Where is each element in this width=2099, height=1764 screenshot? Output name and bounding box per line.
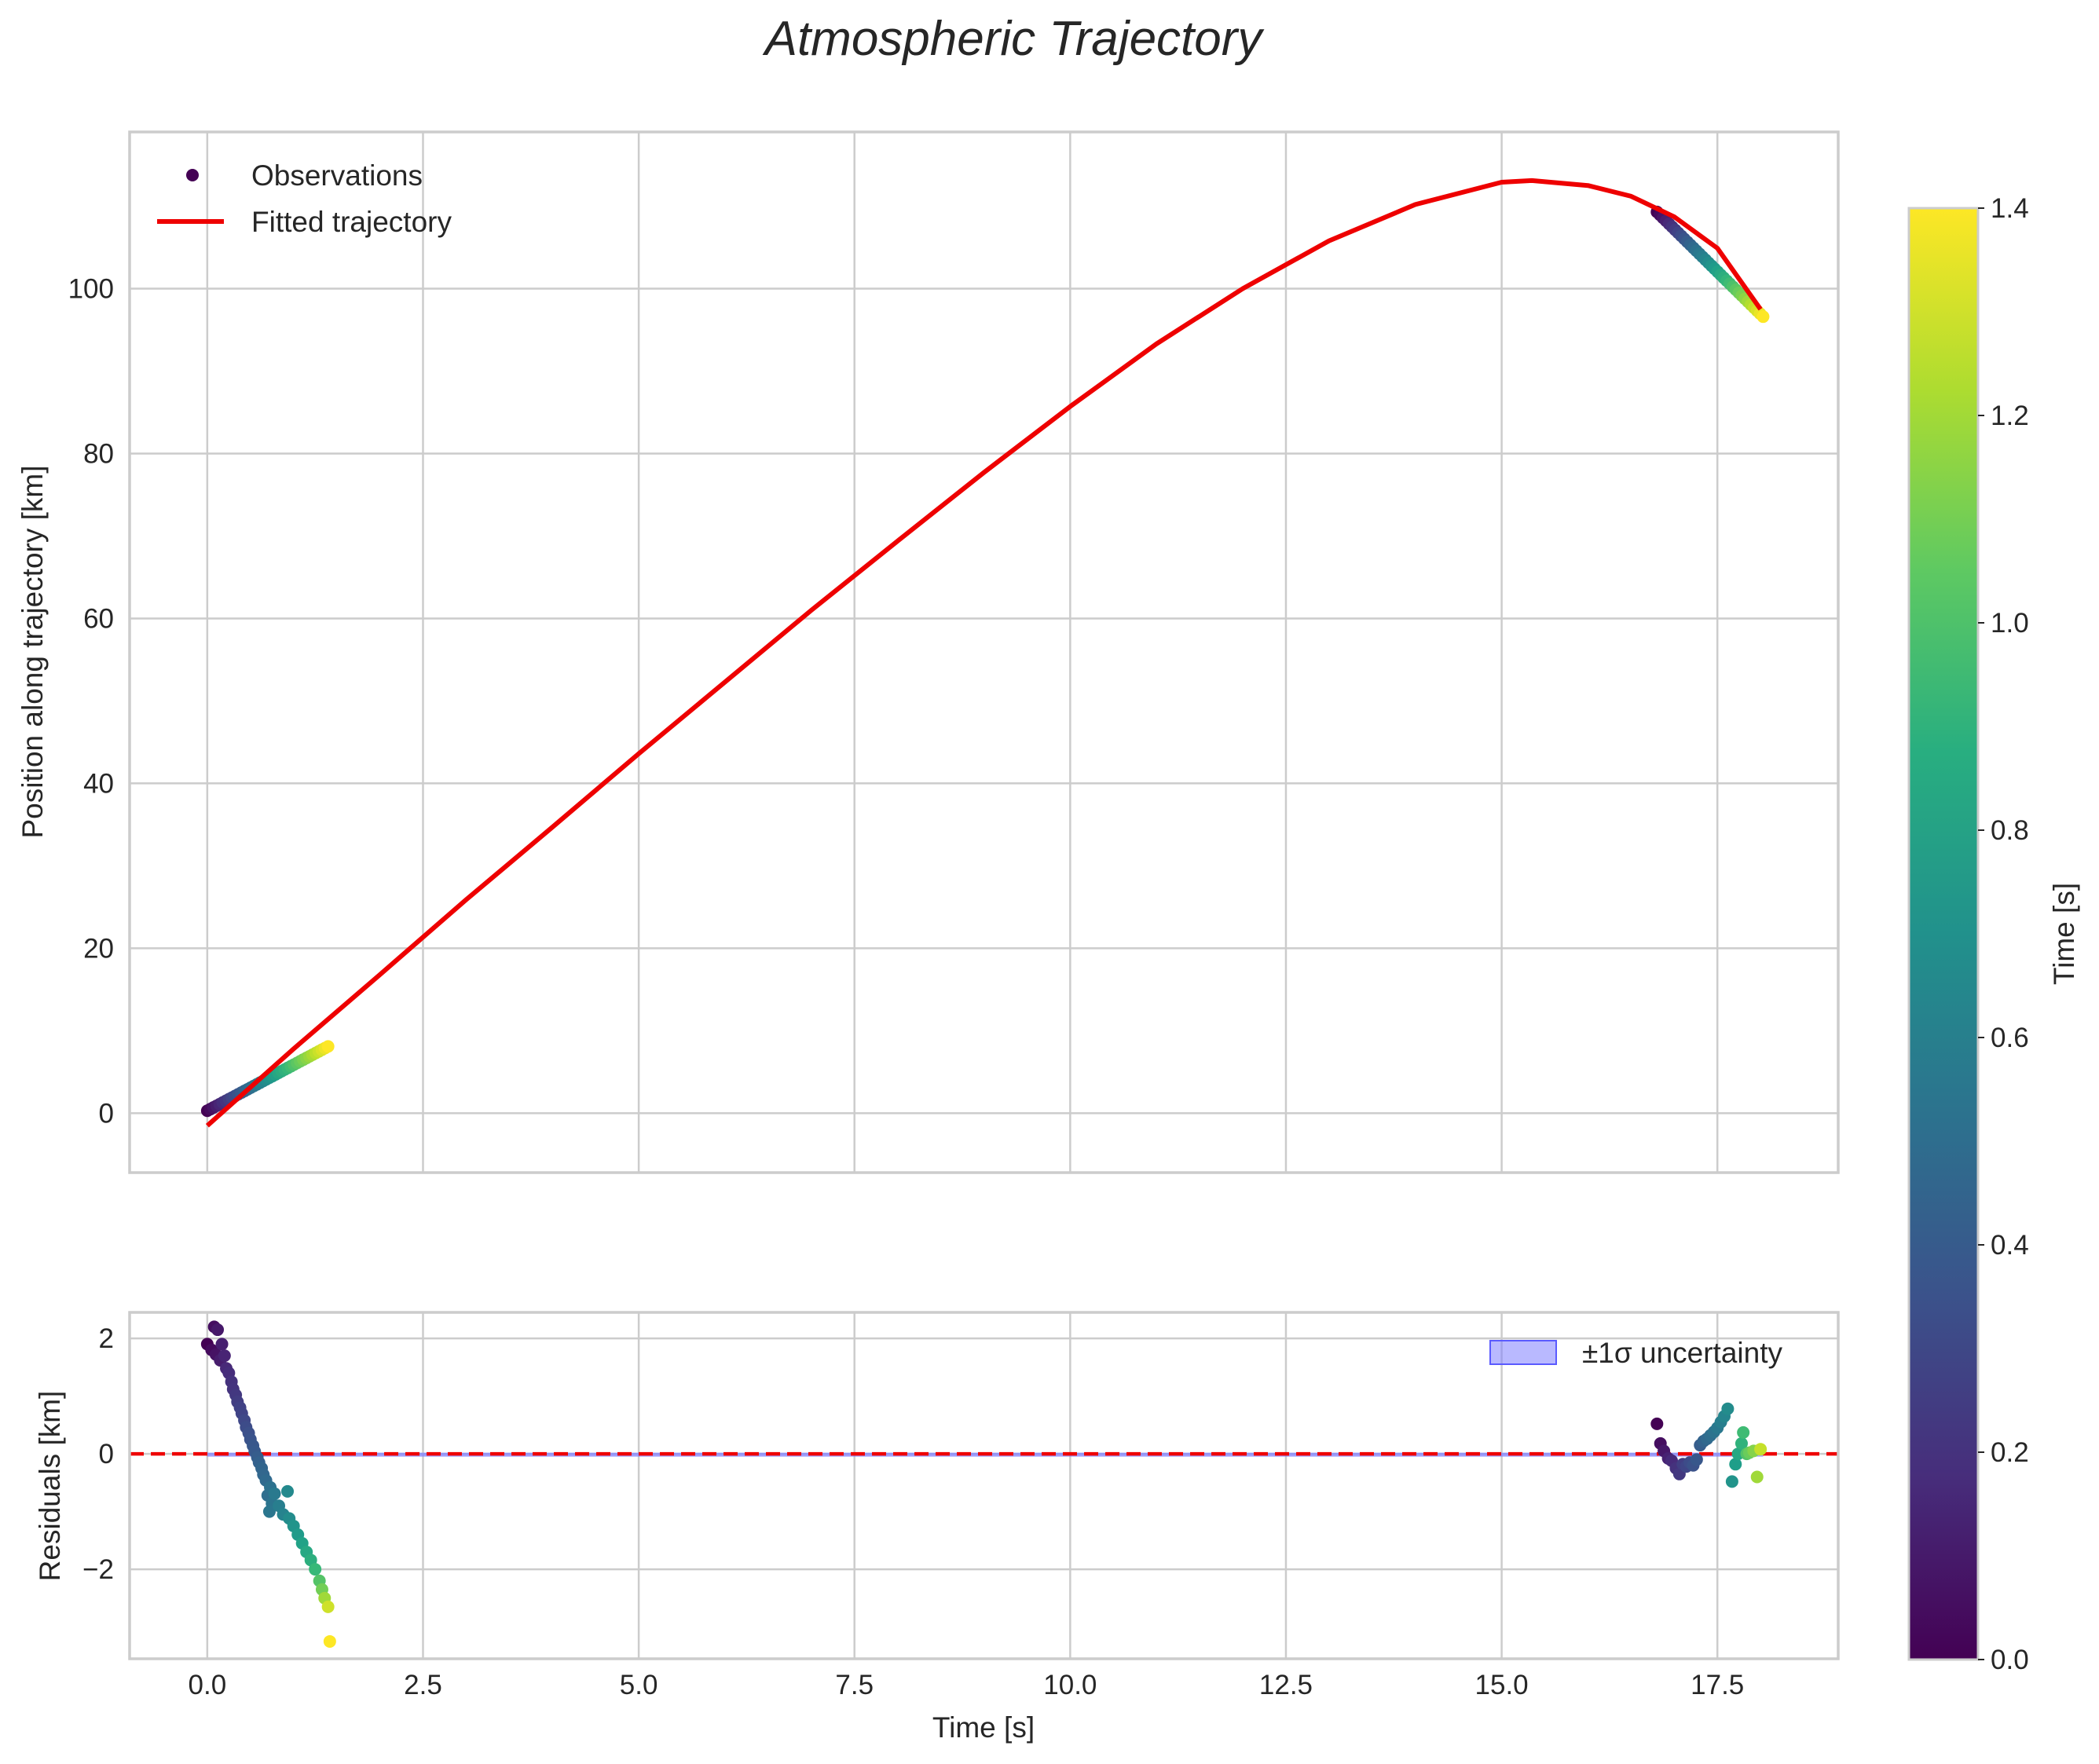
x-tick-label: 17.5: [1691, 1670, 1744, 1700]
colorbar: 0.0 0.2 0.4 0.6 0.8 1.0 1.2 1.4 Time [s]: [1907, 193, 2080, 1675]
trajectory-y-tick-label: 80: [83, 438, 114, 469]
legend-uncertainty-label: ±1σ uncertainty: [1582, 1337, 1782, 1369]
residuals-legend: ±1σ uncertainty: [1489, 1337, 1782, 1369]
x-tick-label: 7.5: [835, 1670, 874, 1700]
colorbar-tick-label: 1.0: [1991, 608, 2029, 639]
residual-point: [281, 1484, 295, 1498]
colorbar-gradient: [1907, 207, 1980, 1661]
trajectory-y-axis-label: Position along trajectory [km]: [16, 465, 49, 838]
residual-point: [1754, 1443, 1767, 1456]
residual-point: [1721, 1402, 1735, 1415]
trajectory-y-tick-label: 40: [83, 768, 114, 799]
residual-point: [211, 1323, 225, 1337]
trajectory-legend: Observations Fitted trajectory: [157, 159, 452, 238]
colorbar-tick-label: 0.8: [1991, 815, 2029, 846]
residual-point: [1725, 1475, 1738, 1488]
residuals-y-tick-label: 2: [99, 1323, 114, 1354]
legend-fitted-trajectory-label: Fitted trajectory: [251, 206, 452, 238]
residual-point: [262, 1505, 276, 1518]
colorbar-tick-label: 1.2: [1991, 401, 2029, 431]
residuals-panel-frame: [128, 1311, 1840, 1660]
colorbar-tick-label: 0.2: [1991, 1437, 2029, 1468]
x-tick-label: 15.0: [1475, 1670, 1529, 1700]
fitted-trajectory-line: [205, 177, 1763, 1128]
residual-point: [1737, 1425, 1750, 1439]
residual-point: [215, 1338, 229, 1351]
residual-point: [1750, 1470, 1764, 1484]
legend-observations-label: Observations: [251, 159, 423, 192]
residual-point: [1735, 1436, 1748, 1450]
residual-point: [1650, 1417, 1664, 1430]
residual-point: [323, 1634, 336, 1648]
colorbar-tick-label: 1.4: [1991, 193, 2029, 224]
residuals-panel: −2 0 2 0.0 2.5 5.0 7.5 10.0 12.5 15.0 17.5 Residu…: [34, 1311, 1840, 1744]
trajectory-y-tick-label: 20: [83, 933, 114, 964]
residuals-y-axis-label: Residuals [km]: [34, 1391, 66, 1582]
x-tick-label: 10.0: [1043, 1670, 1097, 1700]
trajectory-y-tick-label: 60: [83, 603, 114, 634]
observation-point: [1756, 310, 1770, 324]
residual-point: [218, 1349, 231, 1363]
colorbar-label: Time [s]: [2048, 883, 2080, 985]
residuals-y-tick-label: 0: [99, 1439, 114, 1469]
observation-point: [321, 1040, 335, 1053]
x-tick-label: 0.0: [189, 1670, 227, 1700]
trajectory-panel: 0 20 40 60 80 100 Position along trajectory […: [16, 130, 1840, 1174]
chart-title: Atmospheric Trajectory: [762, 12, 1266, 66]
residual-point: [309, 1563, 322, 1576]
trajectory-y-tick-label: 0: [99, 1098, 114, 1129]
legend-uncertainty-swatch: [1489, 1340, 1557, 1365]
x-tick-label: 12.5: [1259, 1670, 1313, 1700]
residual-point: [1690, 1453, 1703, 1466]
x-tick-label: 2.5: [404, 1670, 442, 1700]
residual-point: [1731, 1447, 1745, 1461]
residual-point: [1729, 1458, 1742, 1471]
x-axis-label: Time [s]: [932, 1711, 1035, 1744]
legend-observations-marker: [186, 169, 199, 181]
colorbar-tick-label: 0.0: [1991, 1645, 2029, 1675]
colorbar-tick-label: 0.4: [1991, 1230, 2029, 1261]
residual-point: [268, 1487, 281, 1500]
colorbar-tick-label: 0.6: [1991, 1023, 2029, 1053]
trajectory-panel-frame: [128, 130, 1840, 1174]
trajectory-y-tick-label: 100: [68, 273, 114, 304]
x-tick-label: 5.0: [620, 1670, 658, 1700]
residual-point: [321, 1600, 335, 1613]
residuals-y-tick-label: −2: [82, 1554, 114, 1585]
